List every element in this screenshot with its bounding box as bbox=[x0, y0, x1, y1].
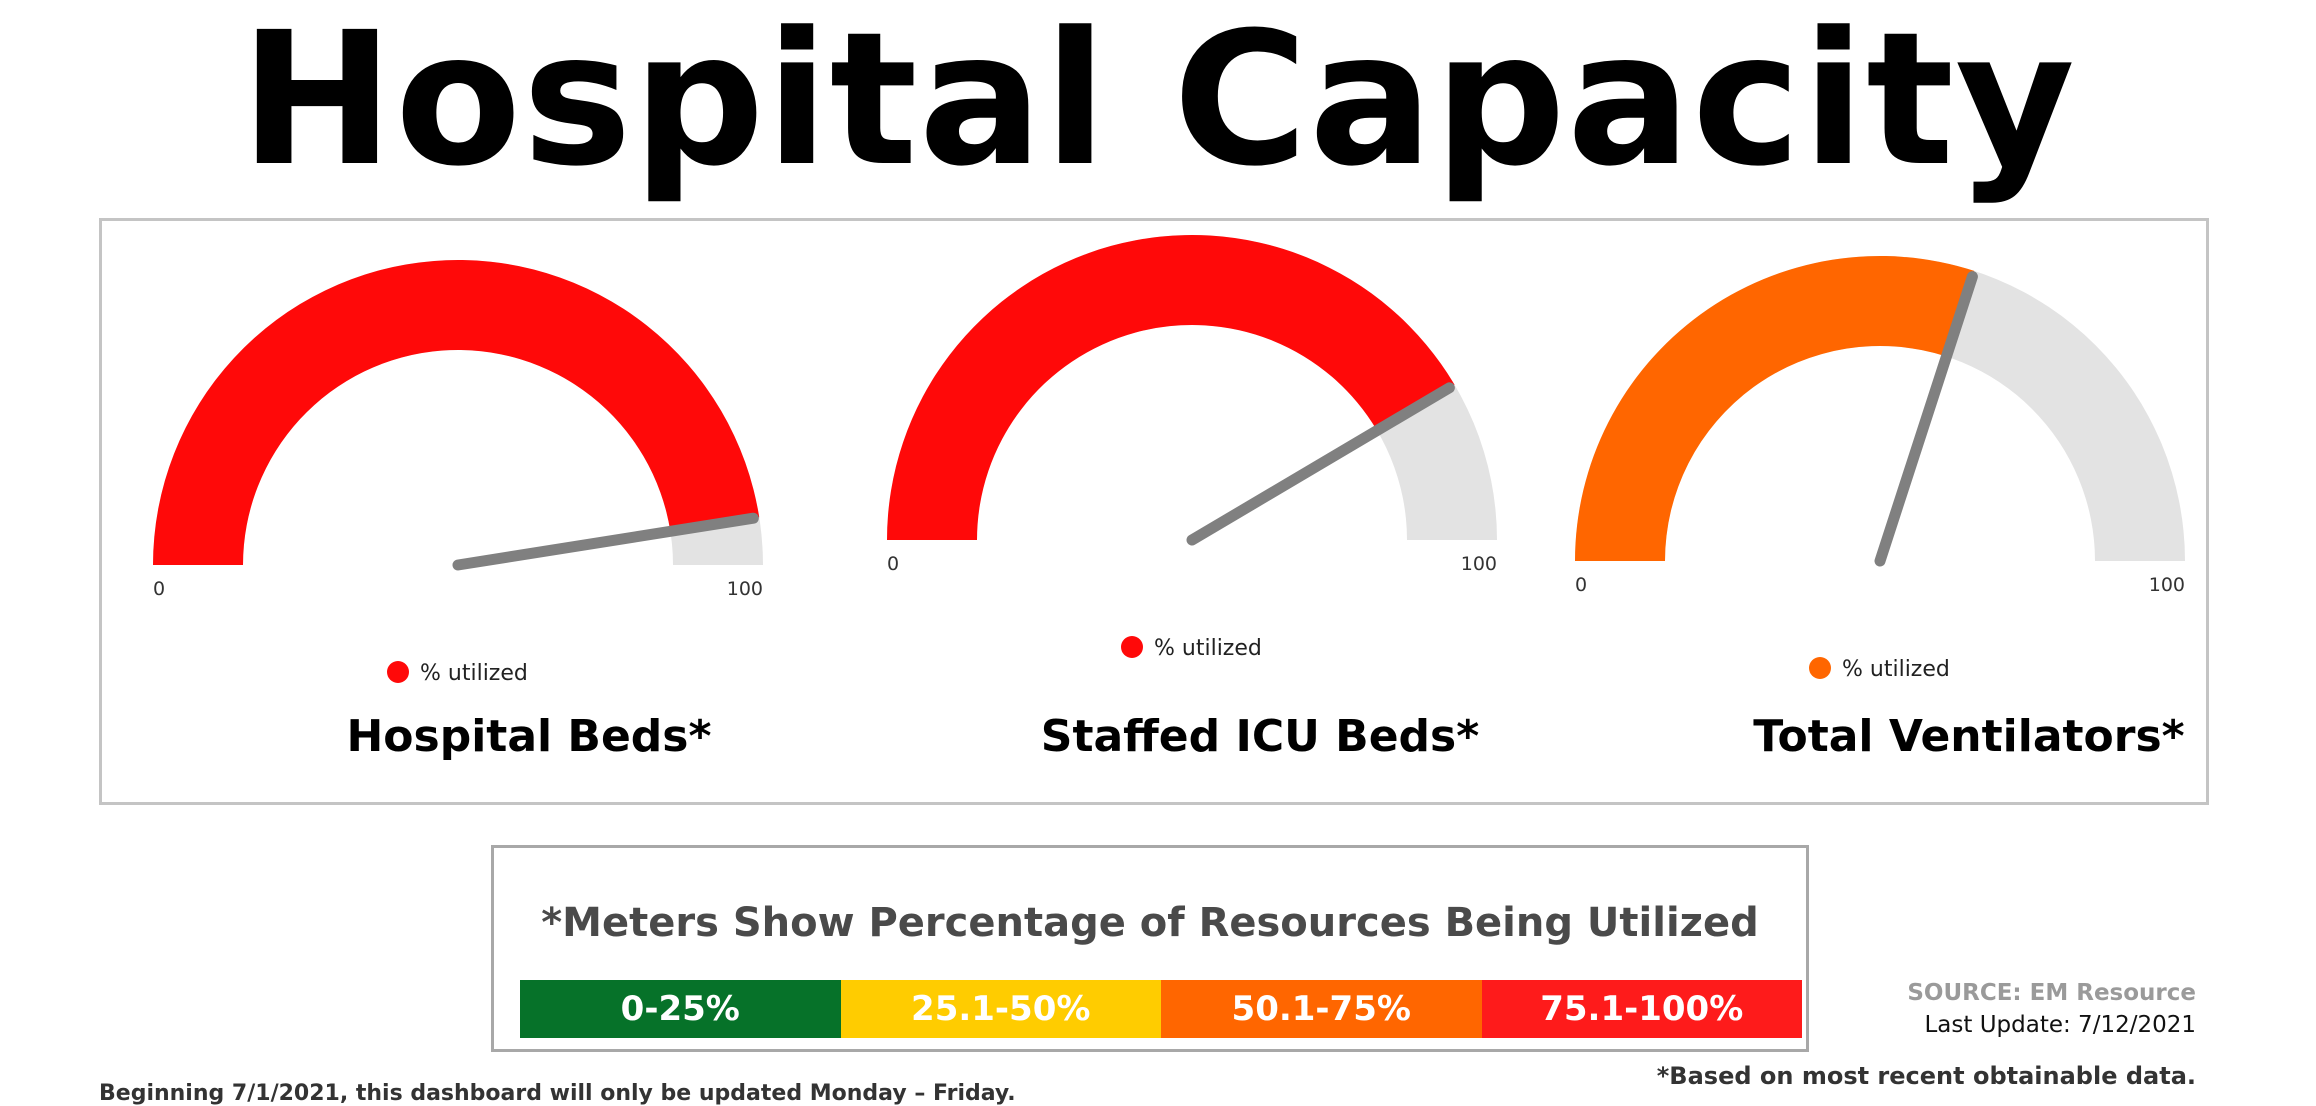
legend-bar: 0-25% 25.1-50% 50.1-75% 75.1-100% bbox=[520, 980, 1802, 1038]
gauge-max-label: 100 bbox=[2149, 574, 2185, 596]
gauge-value-arc bbox=[887, 234, 1455, 540]
legend-range-25-50: 25.1-50% bbox=[840, 980, 1161, 1038]
gauge-max-label: 100 bbox=[1461, 553, 1497, 575]
gauge-legend-dot bbox=[1121, 636, 1143, 658]
legend-range-75-100: 75.1-100% bbox=[1481, 980, 1802, 1038]
legend-range-50-75: 50.1-75% bbox=[1161, 980, 1482, 1038]
page-title: Hospital Capacity bbox=[239, 0, 2077, 207]
gauge-1: 0 100 % utilized bbox=[887, 234, 1497, 661]
gauge-needle bbox=[1186, 382, 1455, 546]
gauge-0: 0 100 % utilized bbox=[153, 259, 763, 686]
gauge-min-label: 0 bbox=[153, 578, 165, 600]
gauge-legend-label: % utilized bbox=[1842, 657, 1950, 682]
legend-range-0-25: 0-25% bbox=[520, 980, 841, 1038]
legend-box: *Meters Show Percentage of Resources Bei… bbox=[491, 845, 1809, 1052]
gauge-value-arc bbox=[1575, 256, 1975, 561]
gauge-legend-label: % utilized bbox=[420, 661, 528, 686]
legend-title: *Meters Show Percentage of Resources Bei… bbox=[541, 900, 1759, 946]
gauge-needle bbox=[1874, 271, 1978, 567]
gauge-value-arc bbox=[153, 259, 760, 565]
footnote-text: *Based on most recent obtainable data. bbox=[1656, 1062, 2196, 1090]
gauge-min-label: 0 bbox=[1575, 574, 1587, 596]
gauges-chart: 0 100 % utilized 0 100 % utilized 0 100 % utiliz… bbox=[153, 234, 2185, 686]
gauge-title-ventilators: Total Ventilators* bbox=[1753, 711, 2185, 762]
gauge-legend-dot bbox=[1809, 657, 1831, 679]
update-schedule-note: Beginning 7/1/2021, this dashboard will … bbox=[99, 1081, 1016, 1106]
source-text: SOURCE: EM Resource bbox=[1907, 980, 2196, 1006]
gauge-title-icu-beds: Staffed ICU Beds* bbox=[1040, 711, 1480, 762]
gauge-legend-dot bbox=[387, 661, 409, 683]
gauge-min-label: 0 bbox=[887, 553, 899, 575]
gauge-panel: 0 100 % utilized 0 100 % utilized 0 100 % utiliz… bbox=[99, 218, 2209, 805]
last-update-text: Last Update: 7/12/2021 bbox=[1924, 1012, 2196, 1038]
gauge-title-hospital-beds: Hospital Beds* bbox=[346, 711, 712, 762]
gauge-2: 0 100 % utilized bbox=[1575, 256, 2185, 682]
gauge-max-label: 100 bbox=[727, 578, 763, 600]
gauge-legend-label: % utilized bbox=[1154, 636, 1262, 661]
gauge-needle bbox=[452, 512, 759, 571]
